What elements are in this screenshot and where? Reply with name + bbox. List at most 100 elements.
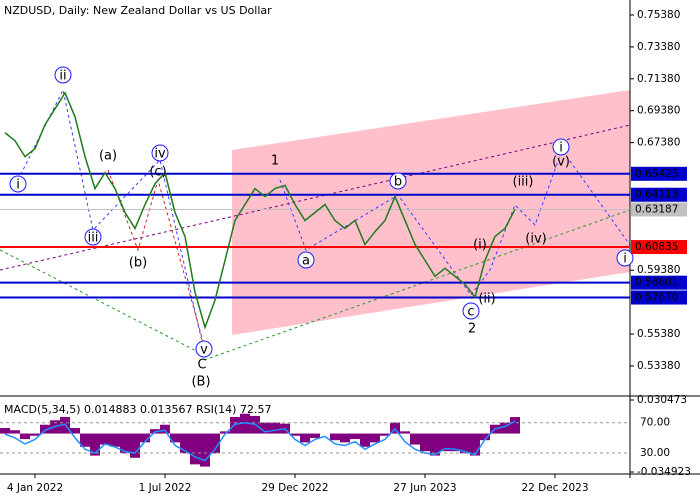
macd-bar (470, 433, 480, 456)
macd-bar (90, 433, 100, 456)
macd-bar (210, 433, 220, 454)
macd-bar (70, 428, 80, 434)
macd-bar (240, 413, 250, 434)
macd-bar (410, 433, 420, 445)
wave-circle (297, 251, 315, 269)
macd-bar (480, 433, 490, 441)
macd-bar (40, 424, 50, 434)
level-label: 0.64113 (635, 189, 678, 201)
chart-title: NZDUSD, Daily: New Zealand Dollar vs US … (4, 4, 272, 17)
macd-bar (460, 433, 470, 454)
macd-bar (330, 433, 340, 441)
macd-bar (120, 433, 130, 454)
macd-bar (440, 433, 450, 452)
macd-bar (300, 433, 310, 443)
level-label: 0.58601 (635, 277, 678, 289)
wave-label: (c) (149, 165, 166, 180)
wave-label: (iii) (513, 175, 534, 190)
y-tick-label: 0.69380 (637, 105, 680, 117)
y-tick-label: 0.53380 (637, 360, 680, 372)
wave-label: i (16, 178, 20, 193)
macd-bar (270, 422, 280, 434)
wave-circle (389, 172, 407, 190)
y-tick-label: 0.55380 (637, 328, 680, 340)
level-label-box (631, 166, 687, 181)
y-tick-label: 0.75380 (637, 9, 680, 21)
level-label: 0.63187 (635, 204, 678, 216)
macd-bar (380, 433, 390, 436)
wave-label: v (200, 343, 208, 358)
level-label: 0.60835 (635, 241, 678, 253)
macd-bar (110, 433, 120, 447)
y-tick-label: 0.59380 (637, 264, 680, 276)
macd-bar (80, 433, 90, 447)
macd-bar (180, 433, 190, 454)
wave-label: (a) (99, 149, 117, 164)
y-tick-label: 70.00 (640, 417, 670, 429)
wave-circle (54, 66, 72, 84)
macd-bar (420, 433, 430, 452)
macd-bar (190, 433, 200, 465)
y-tick-label: 0.73380 (637, 41, 680, 53)
y-tick-label: 0.030473 (637, 394, 687, 406)
level-label-box (631, 275, 687, 290)
level-label: 0.57670 (635, 292, 678, 304)
macd-bar (30, 433, 40, 436)
macd-bar (0, 428, 10, 434)
wave-circle (552, 138, 570, 156)
wave-label: i (623, 252, 627, 267)
x-tick-label: 29 Dec 2022 (261, 482, 328, 494)
macd-bar (450, 433, 460, 452)
wave-label: C (197, 358, 206, 373)
macd-bar (20, 433, 30, 440)
x-tick-label: 27 Jun 2023 (393, 482, 456, 494)
wave-label: iii (88, 231, 99, 246)
level-label-box (631, 290, 687, 305)
wave-circle (9, 175, 27, 193)
wave-circle (151, 144, 169, 162)
channel (232, 90, 630, 335)
wave-label: i (559, 141, 563, 156)
macd-bar (360, 433, 370, 447)
wave-label: 1 (271, 154, 279, 169)
macd-bar (130, 433, 140, 458)
wave-label: (i) (473, 238, 487, 253)
wave-circle (616, 249, 634, 267)
macd-bar (160, 424, 170, 434)
macd-bar (10, 430, 20, 434)
wave-label: (b) (129, 256, 147, 271)
rsi-line (4, 420, 516, 462)
macd-bar (100, 433, 110, 445)
price-line (4, 91, 516, 330)
macd-bar (430, 433, 440, 456)
y-tick-label: -0.034923 (637, 466, 691, 478)
wave-circle (84, 228, 102, 246)
macd-bar (260, 422, 270, 434)
macd-bar (340, 433, 350, 443)
wave-label: ii (59, 69, 66, 84)
x-tick-label: 22 Dec 2023 (521, 482, 588, 494)
wave-label: iv (154, 147, 166, 162)
macd-bar (310, 433, 320, 438)
level-label: 0.65425 (635, 168, 678, 180)
level-label-box (631, 202, 687, 217)
wave-label: (iv) (525, 232, 546, 247)
wave-path (279, 148, 631, 296)
macd-bar (350, 433, 360, 440)
macd-bar (170, 433, 180, 443)
macd-bar (400, 431, 410, 434)
wave-label: (B) (191, 375, 210, 390)
wave-label: 2 (468, 322, 476, 337)
wave-circle (195, 340, 213, 358)
y-tick-label: 30.00 (640, 447, 670, 459)
wave-label: (ii) (478, 292, 495, 307)
wave-label: b (394, 175, 402, 190)
macd-bar (500, 422, 510, 434)
macd-bar (290, 433, 300, 436)
macd-bar (510, 417, 520, 434)
wave-circle (462, 302, 480, 320)
wave-label: a (302, 254, 310, 269)
macd-bar (200, 433, 210, 467)
trend-line (0, 249, 205, 356)
